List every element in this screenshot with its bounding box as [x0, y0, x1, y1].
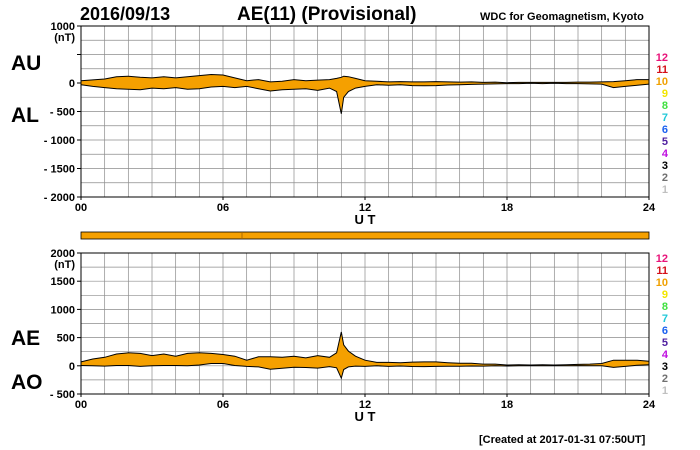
y-tick-label: 1000	[51, 21, 75, 33]
x-tick-label: 12	[359, 399, 371, 411]
station-number: 5	[662, 337, 668, 349]
area-fill-ae	[81, 332, 649, 379]
station-number: 6	[662, 124, 668, 136]
x-tick-label: 12	[359, 202, 371, 214]
x-axis-label: U T	[355, 212, 376, 227]
station-number: 11	[656, 265, 668, 277]
y-tick-label: 1500	[51, 276, 75, 288]
source-label: WDC for Geomagnetism, Kyoto	[480, 11, 644, 23]
area-fill-au	[81, 74, 649, 114]
station-number: 7	[662, 112, 668, 124]
station-number: 12	[656, 52, 668, 64]
y-axis-unit: (nT)	[54, 259, 75, 271]
station-number: 4	[662, 349, 669, 361]
station-number: 2	[662, 172, 668, 184]
y-tick-label: - 1500	[44, 164, 75, 176]
chart-date: 2016/09/13	[80, 4, 171, 24]
x-tick-label: 06	[217, 202, 229, 214]
chart-title: AE(11) (Provisional)	[237, 4, 417, 25]
x-tick-label: 18	[501, 202, 513, 214]
ae-label: AE	[11, 327, 41, 350]
x-tick-label: 06	[217, 399, 229, 411]
y-tick-label: - 1000	[44, 135, 75, 147]
station-number: 10	[656, 277, 668, 289]
series-line-al	[80, 82, 650, 114]
station-number: 6	[662, 325, 668, 337]
station-number: 12	[656, 253, 668, 265]
station-number: 8	[662, 301, 668, 313]
station-number: 1	[662, 184, 668, 196]
x-tick-label: 24	[643, 202, 656, 214]
series-line-au	[80, 73, 649, 84]
y-tick-label: 2000	[51, 248, 75, 260]
station-number: 11	[656, 64, 668, 76]
y-tick-label: 1000	[51, 304, 75, 316]
station-number: 9	[662, 88, 668, 100]
y-tick-label: - 2000	[44, 192, 75, 204]
x-axis-label: U T	[355, 409, 376, 424]
station-number: 3	[662, 361, 668, 373]
series-line-ae	[80, 331, 650, 366]
station-number: 4	[662, 148, 669, 160]
au-label: AU	[11, 52, 42, 75]
station-number: 10	[656, 76, 668, 88]
x-tick-label: 00	[75, 399, 87, 411]
station-number: 5	[662, 136, 668, 148]
x-tick-label: 24	[643, 399, 656, 411]
created-timestamp: [Created at 2017-01-31 07:50UT]	[479, 434, 646, 446]
series-line-ao	[80, 363, 650, 380]
station-coverage-bar	[80, 231, 650, 240]
y-tick-label: 500	[57, 333, 75, 345]
x-tick-label: 18	[501, 399, 513, 411]
al-label: AL	[11, 104, 39, 127]
station-number: 8	[662, 100, 668, 112]
y-tick-label: 0	[69, 361, 75, 373]
station-number: 1	[662, 385, 668, 397]
station-number: 2	[662, 373, 668, 385]
station-number: 3	[662, 160, 668, 172]
x-tick-label: 00	[75, 202, 87, 214]
y-axis-unit: (nT)	[54, 32, 75, 44]
station-number: 9	[662, 289, 668, 301]
ao-label: AO	[11, 371, 43, 394]
station-number: 7	[662, 313, 668, 325]
y-tick-label: 0	[69, 78, 75, 90]
y-tick-label: - 500	[50, 389, 75, 401]
y-tick-label: - 500	[50, 107, 75, 119]
